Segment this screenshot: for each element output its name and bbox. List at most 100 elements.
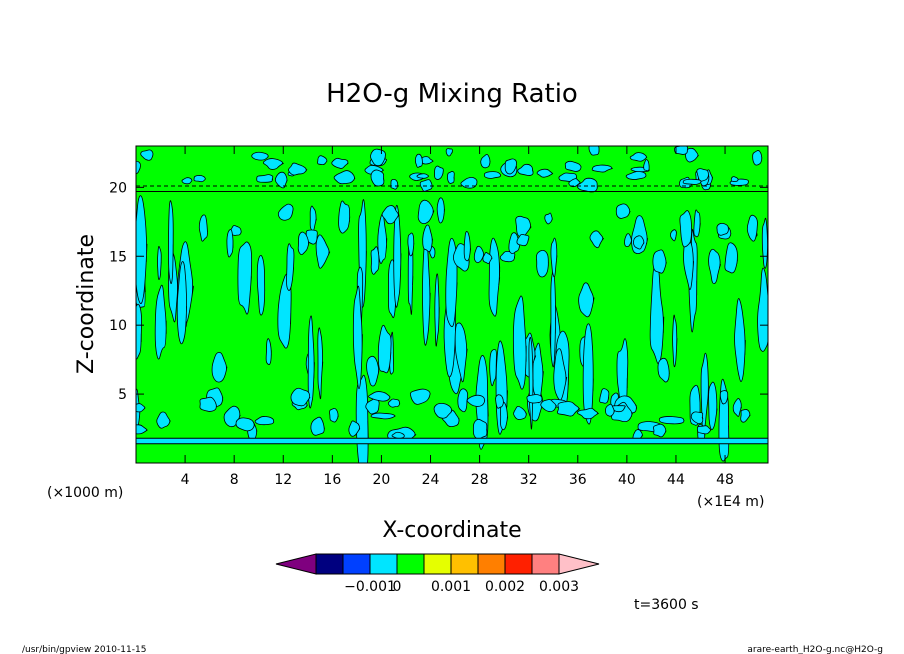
- contour-region: [288, 162, 308, 176]
- contour-region: [672, 314, 678, 368]
- contour-region: [370, 169, 385, 187]
- colorbar-swatch: [450, 553, 479, 575]
- contour-region: [734, 298, 746, 382]
- y-axis: 5 10 15 20: [109, 180, 768, 403]
- bottom-band: [136, 438, 768, 444]
- x-tick-label: 12: [274, 472, 292, 488]
- contour-region: [649, 263, 665, 364]
- contour-region: [157, 246, 162, 280]
- y-tick-label: 20: [109, 180, 127, 196]
- contour-region: [331, 157, 349, 169]
- contour-region: [136, 160, 141, 174]
- contour-region: [433, 402, 453, 419]
- colorbar-label: 0.002: [485, 579, 525, 595]
- contour-region: [693, 209, 701, 238]
- contour-region: [480, 153, 491, 169]
- contour-region: [512, 295, 527, 390]
- contour-region: [708, 381, 718, 431]
- contour-region: [578, 282, 595, 318]
- contour-region: [422, 224, 433, 253]
- colorbar-swatch: [369, 553, 398, 575]
- contour-region: [407, 232, 415, 257]
- colorbar-swatch: [342, 553, 371, 575]
- contour-region: [387, 398, 401, 408]
- contour-region: [466, 394, 486, 407]
- contour-region: [732, 398, 742, 417]
- contour-region: [682, 178, 702, 185]
- contour-region: [473, 245, 485, 264]
- contour-region: [154, 284, 167, 360]
- contour-region: [390, 178, 399, 190]
- contour-region: [629, 152, 648, 162]
- contour-region: [393, 204, 402, 308]
- contour-region: [544, 212, 553, 225]
- contour-region: [338, 200, 351, 234]
- low-value-regions: [136, 146, 768, 463]
- x-tick-label: 40: [618, 472, 636, 488]
- contour-region: [653, 423, 667, 438]
- contour-region: [193, 174, 206, 183]
- contour-region: [472, 418, 488, 440]
- contour-region: [746, 214, 758, 242]
- contour-region: [317, 327, 324, 400]
- contour-region: [454, 322, 468, 383]
- plot-frame: [135, 145, 769, 464]
- contour-region: [263, 158, 284, 170]
- colorbar-swatch: [531, 553, 560, 575]
- contour-region: [679, 210, 692, 248]
- contour-region: [416, 173, 430, 179]
- contour-region: [740, 409, 751, 423]
- contour-region: [156, 411, 171, 429]
- contour-region: [414, 153, 423, 168]
- contour-region: [176, 261, 187, 345]
- y-axis-label: Z-coordinate: [74, 234, 99, 374]
- x-tick-label: 24: [422, 472, 440, 488]
- contour-region: [696, 425, 712, 435]
- contour-region: [211, 351, 228, 383]
- contour-region: [333, 170, 356, 185]
- contour-region: [310, 416, 325, 436]
- contour-region: [708, 248, 721, 285]
- contour-region: [624, 233, 633, 247]
- contour-region: [348, 420, 361, 437]
- contour-region: [719, 390, 729, 405]
- contour-region: [483, 171, 502, 179]
- colorbar-swatch: [477, 553, 506, 575]
- contour-region: [434, 165, 444, 180]
- contour-region: [556, 401, 581, 417]
- x-scale-label: (×1E4 m): [697, 494, 764, 510]
- contour-region: [690, 411, 704, 425]
- colorbar-label: 0: [393, 579, 402, 595]
- contour-region: [550, 237, 558, 278]
- contour-region: [669, 229, 677, 242]
- chart-title: H2O-g Mixing Ratio: [326, 79, 578, 109]
- x-axis-label: X-coordinate: [382, 518, 521, 543]
- x-tick-label: 48: [716, 472, 734, 488]
- x-tick-label: 44: [667, 472, 685, 488]
- contour-region: [136, 403, 146, 413]
- contour-region: [136, 195, 148, 304]
- x-tick-label: 32: [520, 472, 538, 488]
- contour-region: [517, 163, 534, 176]
- colorbar-over-arrow: [558, 553, 600, 575]
- contour-region: [576, 177, 598, 193]
- contour-region: [588, 146, 600, 156]
- contour-region: [625, 171, 647, 180]
- contour-region: [274, 171, 288, 189]
- contour-region: [140, 149, 154, 161]
- contour-region: [136, 303, 142, 360]
- contour-region: [564, 160, 582, 172]
- y-tick-label: 10: [109, 318, 127, 334]
- contour-region: [463, 231, 471, 262]
- contour-region: [536, 249, 549, 278]
- contour-region: [445, 148, 453, 157]
- contour-region: [504, 158, 517, 175]
- contour-region: [599, 388, 610, 404]
- contour-region: [286, 243, 295, 291]
- contour-region: [495, 394, 504, 409]
- contour-region: [136, 424, 148, 435]
- contour-region: [757, 267, 768, 352]
- x-unit-label: (×1000 m): [47, 485, 123, 501]
- contour-region: [297, 231, 310, 255]
